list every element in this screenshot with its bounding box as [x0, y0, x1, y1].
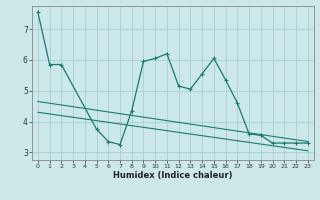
- X-axis label: Humidex (Indice chaleur): Humidex (Indice chaleur): [113, 171, 233, 180]
